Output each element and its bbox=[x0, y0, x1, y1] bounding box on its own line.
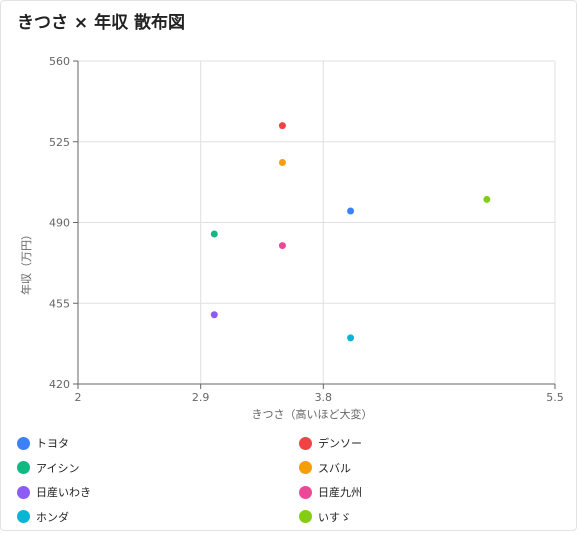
grid-lines bbox=[78, 60, 556, 384]
legend-item[interactable]: いすゞ bbox=[299, 505, 557, 530]
y-tick-label: 420 bbox=[49, 378, 70, 391]
data-point[interactable] bbox=[210, 230, 218, 238]
legend-label: ホンダ bbox=[36, 510, 69, 524]
x-axis-label: きつさ（高いほど大変） bbox=[252, 407, 373, 421]
x-tick-label: 2.9 bbox=[192, 391, 210, 404]
data-points bbox=[210, 122, 491, 342]
legend-swatch bbox=[17, 485, 30, 499]
legend-label: アイシン bbox=[36, 461, 80, 475]
legend-item[interactable]: デンソー bbox=[299, 431, 557, 456]
legend-label: スバル bbox=[318, 461, 351, 475]
data-point[interactable] bbox=[278, 122, 286, 130]
legend-item[interactable]: ホンダ bbox=[17, 505, 299, 530]
legend-swatch bbox=[299, 485, 312, 499]
x-tick-label: 3.8 bbox=[315, 391, 333, 404]
legend-swatch bbox=[17, 461, 30, 475]
y-tick-label: 455 bbox=[49, 297, 70, 310]
y-tick-label: 560 bbox=[49, 55, 70, 68]
data-point[interactable] bbox=[347, 334, 355, 342]
data-point[interactable] bbox=[210, 311, 218, 319]
legend-label: 日産いわき bbox=[36, 486, 91, 500]
legend-label: いすゞ bbox=[318, 510, 351, 524]
legend-swatch bbox=[299, 436, 312, 450]
legend-label: 日産九州 bbox=[318, 486, 362, 500]
legend-item[interactable]: アイシン bbox=[17, 456, 299, 481]
data-point[interactable] bbox=[483, 195, 491, 203]
y-tick-label: 490 bbox=[49, 217, 70, 230]
legend-item[interactable]: スバル bbox=[299, 456, 557, 481]
legend-swatch bbox=[17, 436, 30, 450]
legend-item[interactable]: 日産いわき bbox=[17, 480, 299, 505]
x-tick-label: 5.5 bbox=[546, 391, 564, 404]
legend-swatch bbox=[299, 510, 312, 524]
legend-item[interactable]: トヨタ bbox=[17, 431, 299, 456]
chart-title: きつさ × 年収 散布図 bbox=[17, 13, 185, 33]
y-tick-label: 525 bbox=[49, 136, 70, 149]
data-point[interactable] bbox=[278, 159, 286, 167]
legend-swatch bbox=[17, 510, 30, 524]
x-tick-label: 2 bbox=[75, 391, 82, 404]
legend-swatch bbox=[299, 461, 312, 475]
data-point[interactable] bbox=[278, 242, 286, 250]
legend-label: デンソー bbox=[318, 437, 362, 451]
legend: トヨタ デンソーアイシン スバル日産いわき 日産九州ホンダ いすゞ bbox=[17, 431, 557, 529]
data-point[interactable] bbox=[347, 207, 355, 215]
y-axis-label: 年収（万円） bbox=[19, 229, 33, 295]
scatter-chart: 420 455 490 525 560 2 2.9 3.8 5.5 きつさ（高いほど大変） 年収… bbox=[19, 55, 564, 421]
tick-labels: 420 455 490 525 560 2 2.9 3.8 5.5 bbox=[49, 55, 564, 404]
legend-label: トヨタ bbox=[36, 437, 69, 451]
legend-item[interactable]: 日産九州 bbox=[299, 480, 557, 505]
